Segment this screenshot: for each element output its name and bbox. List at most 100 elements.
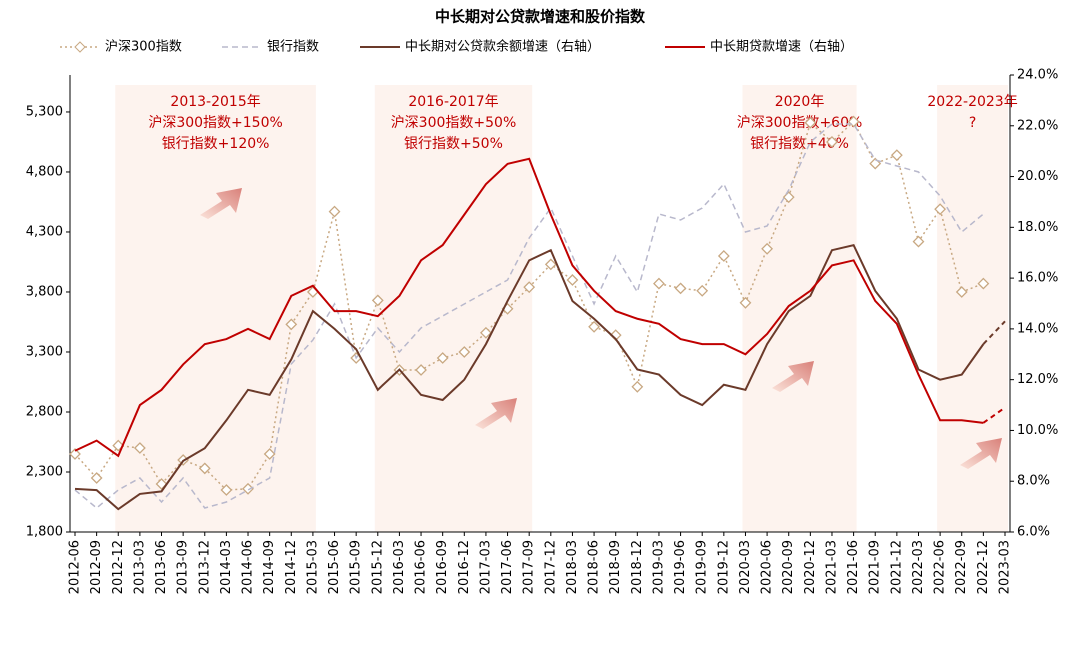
- x-tick-label: 2020-06: [760, 540, 775, 594]
- x-tick-label: 2019-03: [651, 540, 666, 594]
- x-tick-label: 2018-06: [587, 540, 602, 594]
- y2-tick-label: 16.0%: [1017, 271, 1058, 286]
- data-point: [955, 286, 968, 298]
- data-point: [458, 346, 471, 358]
- x-tick-label: 2014-03: [219, 540, 234, 594]
- annotation: 2022-2023年: [927, 94, 1017, 110]
- y-tick-label: 4,800: [26, 164, 63, 179]
- x-tick-label: 2019-12: [716, 540, 731, 594]
- data-point: [934, 203, 947, 216]
- x-tick-label: 2013-09: [176, 540, 191, 594]
- data-point: [653, 277, 665, 290]
- x-tick-label: 2021-03: [824, 540, 839, 594]
- x-tick-label: 2015-12: [370, 540, 385, 594]
- x-tick-label: 2023-03: [998, 540, 1013, 594]
- x-tick-label: 2012-12: [111, 540, 126, 594]
- x-tick-label: 2021-12: [889, 540, 904, 594]
- data-point: [220, 484, 233, 496]
- y2-tick-label: 12.0%: [1017, 372, 1058, 387]
- data-point: [631, 380, 644, 393]
- annotation: 沪深300指数+60%: [737, 115, 863, 131]
- annotation: 银行指数+40%: [750, 136, 849, 152]
- x-tick-label: 2018-09: [608, 540, 623, 594]
- x-tick-label: 2015-03: [305, 540, 320, 594]
- x-tick-label: 2015-06: [327, 540, 342, 594]
- x-tick-label: 2017-03: [478, 540, 493, 594]
- arrow: [475, 398, 517, 429]
- arrow: [960, 438, 1002, 469]
- annotation: ?: [969, 115, 976, 131]
- shaded-period: [115, 85, 316, 532]
- legend-label: 中长期贷款增速（右轴）: [710, 40, 853, 55]
- data-point: [90, 472, 103, 484]
- series-line: [74, 243, 985, 511]
- data-point: [328, 205, 341, 218]
- data-point: [717, 250, 730, 262]
- y-tick-label: 5,300: [26, 104, 63, 119]
- y2-tick-label: 24.0%: [1017, 68, 1058, 83]
- x-tick-label: 2012-09: [89, 540, 104, 594]
- x-tick-label: 2020-09: [781, 540, 796, 594]
- legend-marker: [74, 41, 86, 53]
- x-tick-label: 2018-12: [630, 540, 645, 594]
- x-tick-label: 2013-03: [132, 540, 147, 594]
- data-point: [263, 448, 276, 460]
- data-point: [523, 281, 536, 294]
- x-tick-label: 2016-06: [414, 540, 429, 594]
- data-point: [977, 277, 990, 290]
- data-point: [588, 320, 600, 333]
- annotation: 沪深300指数+150%: [148, 115, 282, 131]
- y2-tick-label: 6.0%: [1017, 525, 1050, 540]
- series-line-forecast: [982, 406, 1006, 424]
- series-line: [74, 157, 984, 458]
- x-tick-label: 2016-03: [392, 540, 407, 594]
- y-tick-label: 3,800: [26, 284, 63, 299]
- y-tick-label: 2,800: [26, 404, 63, 419]
- annotation: 2016-2017年: [408, 94, 498, 110]
- x-tick-label: 2020-12: [803, 540, 818, 594]
- shaded-period: [742, 85, 857, 532]
- data-point: [544, 258, 557, 271]
- data-point: [285, 318, 298, 331]
- x-tick-label: 2022-06: [933, 540, 948, 594]
- x-tick-label: 2017-06: [500, 540, 515, 594]
- x-tick-label: 2021-06: [846, 540, 861, 594]
- x-tick-label: 2019-09: [695, 540, 710, 594]
- y2-tick-label: 10.0%: [1017, 423, 1058, 438]
- y-tick-label: 2,300: [26, 464, 63, 479]
- x-tick-label: 2022-03: [911, 540, 926, 594]
- x-tick-label: 2022-09: [954, 540, 969, 594]
- data-point: [69, 448, 81, 460]
- y2-tick-label: 14.0%: [1017, 321, 1058, 336]
- x-tick-label: 2014-09: [262, 540, 277, 594]
- annotation: 2013-2015年: [170, 94, 260, 110]
- annotation: 银行指数+120%: [162, 136, 270, 152]
- data-point: [782, 191, 795, 204]
- x-tick-label: 2021-09: [868, 540, 883, 594]
- arrow: [200, 188, 242, 219]
- data-point: [674, 282, 687, 295]
- y2-tick-label: 18.0%: [1017, 220, 1058, 235]
- data-point: [371, 294, 384, 307]
- annotation: 沪深300指数+50%: [391, 115, 517, 131]
- series-line: [74, 123, 984, 509]
- x-tick-label: 2017-09: [522, 540, 537, 594]
- data-point: [890, 149, 903, 162]
- x-tick-label: 2012-06: [68, 540, 83, 594]
- data-point: [480, 326, 492, 339]
- x-tick-label: 2018-03: [565, 540, 580, 594]
- annotation: 2020年: [775, 94, 825, 110]
- chart-title: 中长期对公贷款增速和股价指数: [435, 8, 646, 26]
- x-tick-label: 2022-12: [976, 540, 991, 594]
- y-tick-label: 4,300: [26, 224, 63, 239]
- y-tick-label: 1,800: [26, 525, 63, 540]
- x-tick-label: 2013-06: [154, 540, 169, 594]
- data-point: [696, 284, 709, 297]
- data-point: [761, 242, 774, 255]
- annotation: 银行指数+50%: [404, 136, 503, 152]
- data-point: [826, 136, 838, 148]
- x-tick-label: 2020-03: [738, 540, 753, 594]
- data-point: [869, 157, 882, 170]
